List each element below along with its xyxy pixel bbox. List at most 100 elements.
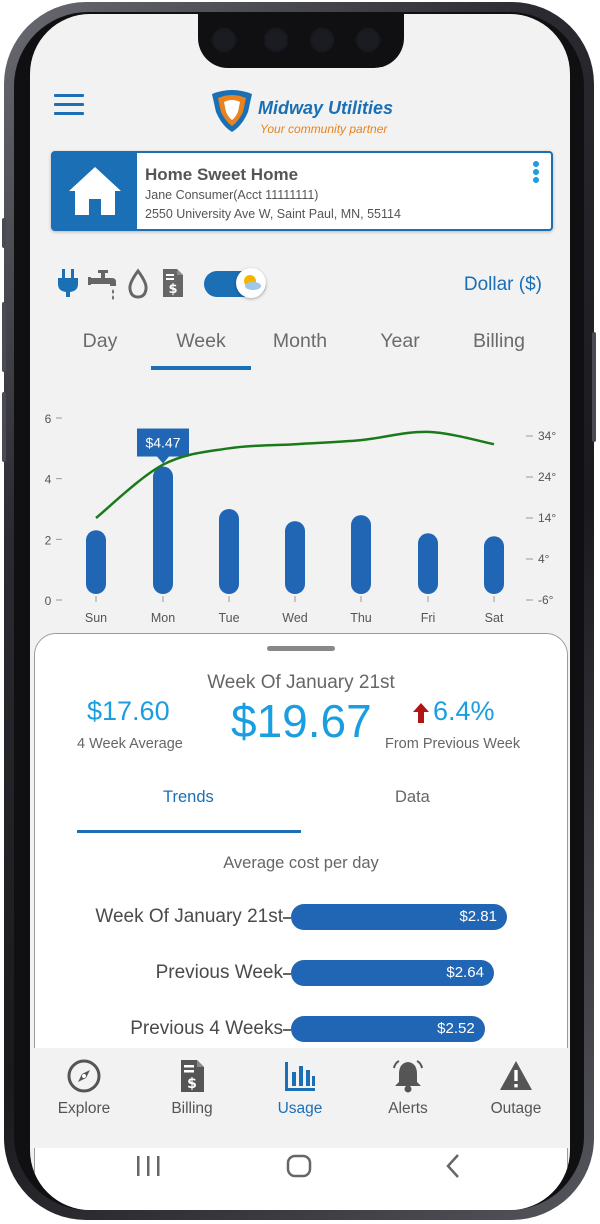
gas-drop-icon[interactable] — [126, 266, 154, 300]
tab-week[interactable]: Week — [176, 330, 226, 352]
change-label: From Previous Week — [385, 736, 521, 752]
brand-logo: Midway Utilities Your community partner — [208, 88, 393, 139]
cost-row-value: $2.64 — [446, 964, 484, 981]
home-circle-icon[interactable] — [286, 1154, 312, 1178]
electric-plug-icon[interactable] — [54, 266, 82, 300]
cost-row-value: $2.81 — [459, 908, 497, 925]
y-tick-label: 4 — [45, 473, 52, 487]
cost-row-label: Previous Week — [155, 962, 283, 983]
period-tabs: Day Week Month Year Billing — [50, 330, 550, 370]
sensor-icon — [354, 26, 382, 54]
cost-row-tick — [283, 973, 291, 975]
tab-data[interactable]: Data — [395, 788, 430, 806]
cost-row-label: Previous 4 Weeks — [130, 1018, 283, 1039]
account-address: 2550 University Ave W, Saint Paul, MN, 5… — [145, 207, 401, 221]
cost-row-tick — [283, 1029, 291, 1031]
power-button — [592, 332, 596, 442]
tab-day[interactable]: Day — [82, 330, 118, 352]
current-week-total: $19.67 — [231, 695, 372, 747]
temperature-line — [95, 430, 495, 519]
bill-document-icon[interactable]: $ — [160, 266, 188, 300]
temp-tick-label: 34° — [538, 429, 556, 443]
x-tick-label: Sat — [485, 611, 504, 625]
cost-row: Previous Week $2.64 — [35, 960, 567, 988]
change-percent: 6.4% — [433, 696, 495, 726]
utility-selector: $ Dollar ($) — [54, 266, 546, 306]
x-tick-label: Mon — [151, 611, 175, 625]
water-faucet-icon[interactable] — [88, 266, 116, 300]
bill-document-icon: $ — [181, 1060, 204, 1092]
svg-text:$: $ — [168, 282, 177, 297]
selected-detail-tab-indicator — [77, 830, 301, 833]
x-tick-label: Sun — [85, 611, 107, 625]
cost-row: Previous 4 Weeks $2.52 — [35, 1016, 567, 1044]
nav-alerts[interactable]: Alerts — [358, 1058, 458, 1118]
more-options-icon[interactable] — [529, 159, 543, 187]
app-screen: Midway Utilities Your community partner … — [30, 14, 570, 1210]
bar-value-badge — [137, 428, 189, 457]
account-holder: Jane Consumer(Acct 11111111) — [145, 188, 319, 202]
y-tick-label: 2 — [45, 533, 52, 547]
weather-toggle[interactable] — [204, 268, 266, 298]
x-tick-label: Tue — [218, 611, 239, 625]
selected-tab-indicator — [151, 366, 251, 370]
temp-tick-label: -6° — [538, 593, 554, 607]
house-icon — [53, 153, 137, 229]
tab-month[interactable]: Month — [272, 330, 328, 352]
brand-name: Midway Utilities — [258, 98, 394, 118]
shield-logo-icon — [212, 90, 252, 132]
nav-usage-label: Usage — [277, 1100, 323, 1117]
units-selector[interactable]: Dollar ($) — [463, 274, 542, 295]
volume-down-button — [2, 392, 6, 462]
usage-chart: 0 2 4 6 34° 24° 14° 4° -6° Sun Mon Tue Wed Thu Fri Sat $… — [45, 412, 557, 625]
cost-row-value: $2.52 — [437, 1020, 475, 1037]
temp-tick-label: 24° — [538, 470, 556, 484]
four-week-average-label: 4 Week Average — [77, 736, 183, 752]
drag-handle[interactable] — [267, 646, 335, 651]
bar-value-badge-pointer — [157, 456, 169, 464]
back-chevron-icon[interactable] — [446, 1154, 459, 1178]
temp-tick-label: 14° — [538, 511, 556, 525]
bar-thu — [351, 515, 371, 594]
x-tick-label: Thu — [350, 611, 372, 625]
warning-icon — [500, 1061, 532, 1090]
week-title: Week Of January 21st — [207, 672, 395, 693]
bar-chart-icon — [285, 1062, 315, 1091]
x-tick-label: Fri — [421, 611, 436, 625]
nav-billing[interactable]: $ Billing — [142, 1058, 242, 1118]
recent-apps-icon[interactable] — [137, 1156, 160, 1176]
account-card[interactable]: Home Sweet Home Jane Consumer(Acct 11111… — [51, 151, 553, 231]
nav-usage[interactable]: Usage — [250, 1058, 350, 1118]
tab-year[interactable]: Year — [380, 330, 420, 352]
volume-up-button — [2, 302, 6, 372]
camera-notch — [198, 14, 404, 68]
nav-billing-label: Billing — [171, 1100, 213, 1117]
cost-row-label: Week Of January 21st — [95, 906, 283, 927]
average-cost-title: Average cost per day — [223, 854, 379, 872]
bar-sat — [484, 536, 504, 594]
hamburger-menu-icon[interactable] — [54, 94, 84, 116]
four-week-average-value: $17.60 — [87, 696, 170, 726]
cost-row: Week Of January 21st $2.81 — [35, 904, 567, 932]
side-button — [2, 218, 6, 248]
temp-tick-label: 4° — [538, 552, 550, 566]
bar-tue — [219, 509, 239, 594]
bar-value-label: $4.47 — [145, 435, 180, 451]
bar-wed — [285, 521, 305, 594]
nav-explore[interactable]: Explore — [34, 1058, 134, 1118]
svg-text:$: $ — [187, 1076, 197, 1092]
x-tick-label: Wed — [282, 611, 308, 625]
arrow-up-icon — [413, 703, 429, 723]
tab-billing[interactable]: Billing — [472, 330, 526, 352]
nav-alerts-label: Alerts — [388, 1100, 428, 1117]
brand-tagline: Your community partner — [260, 122, 388, 136]
nav-outage-label: Outage — [490, 1100, 542, 1117]
account-name: Home Sweet Home — [145, 165, 299, 184]
tab-trends[interactable]: Trends — [163, 788, 214, 806]
nav-outage[interactable]: Outage — [466, 1058, 566, 1118]
y-tick-label: 0 — [45, 594, 52, 608]
system-navigation — [137, 1154, 459, 1178]
cost-row-tick — [283, 917, 291, 919]
sensor-icon — [308, 26, 336, 54]
nav-explore-label: Explore — [57, 1100, 111, 1117]
